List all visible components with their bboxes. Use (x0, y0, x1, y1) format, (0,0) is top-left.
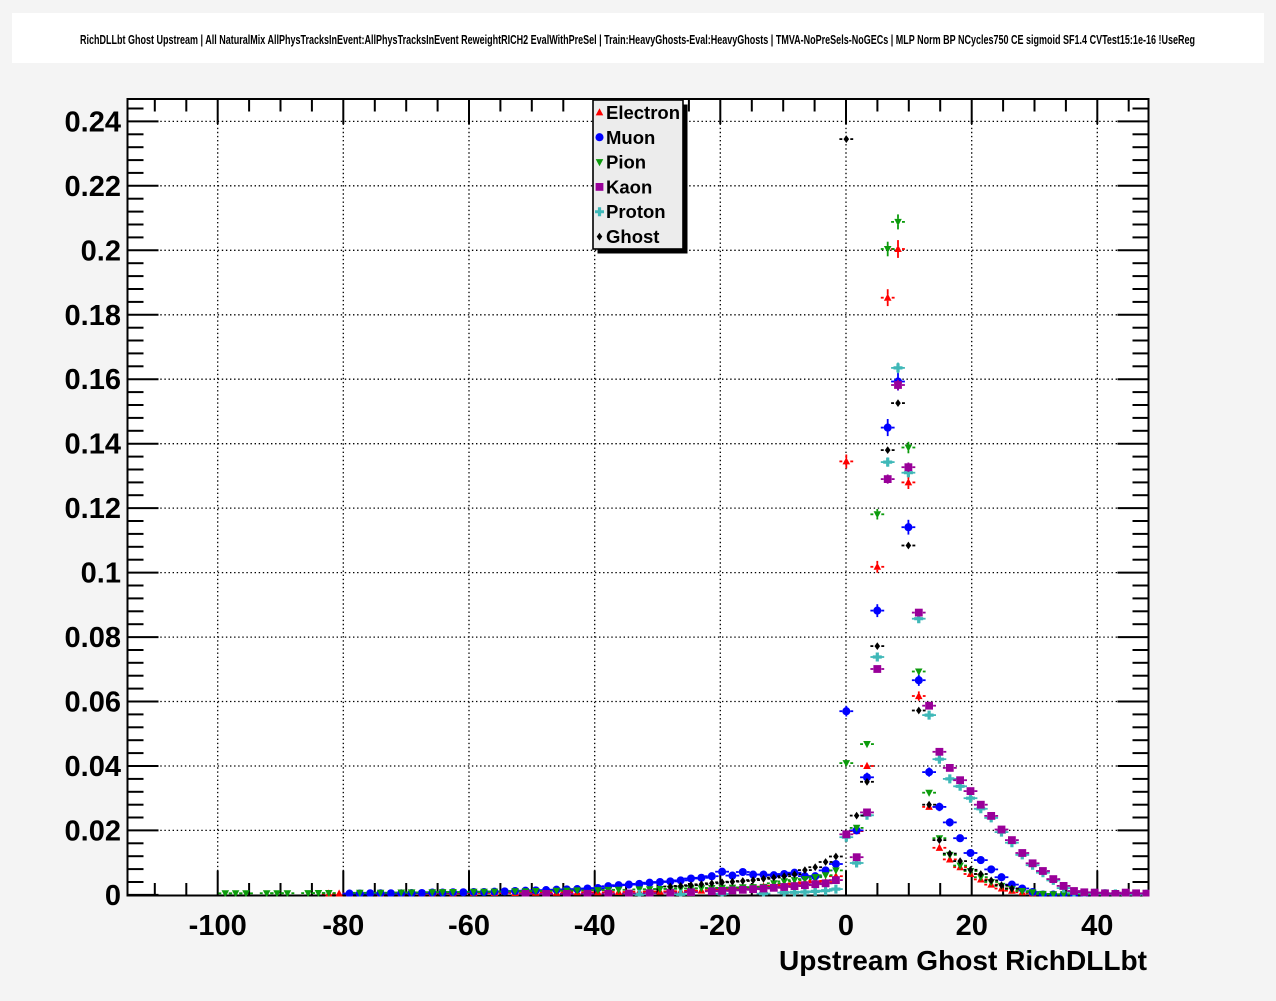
svg-text:RichDLLbt Ghost Upstream | All: RichDLLbt Ghost Upstream | All NaturalMi… (80, 33, 1195, 47)
svg-text:0.04: 0.04 (65, 751, 121, 783)
svg-text:Muon: Muon (606, 127, 655, 148)
svg-text:0.2: 0.2 (81, 235, 121, 267)
svg-text:0.18: 0.18 (65, 300, 121, 332)
svg-text:20: 20 (956, 910, 988, 942)
svg-text:Ghost: Ghost (606, 226, 659, 247)
svg-text:0.1: 0.1 (81, 558, 121, 590)
svg-text:Kaon: Kaon (606, 176, 652, 197)
svg-text:-80: -80 (322, 910, 364, 942)
svg-text:0.12: 0.12 (65, 493, 121, 525)
svg-text:-20: -20 (699, 910, 741, 942)
svg-text:0.24: 0.24 (65, 106, 121, 138)
svg-text:Upstream Ghost RichDLLbt: Upstream Ghost RichDLLbt (779, 945, 1147, 976)
svg-text:0.14: 0.14 (65, 429, 121, 461)
svg-text:0.02: 0.02 (65, 815, 121, 847)
svg-text:0.06: 0.06 (65, 687, 121, 719)
svg-text:0.08: 0.08 (65, 622, 121, 654)
svg-text:-40: -40 (574, 910, 616, 942)
svg-text:Pion: Pion (606, 152, 646, 173)
svg-text:Proton: Proton (606, 201, 666, 222)
svg-text:0: 0 (105, 880, 121, 912)
svg-text:Electron: Electron (606, 102, 680, 123)
svg-text:0: 0 (838, 910, 854, 942)
svg-text:-60: -60 (448, 910, 490, 942)
svg-text:-100: -100 (189, 910, 247, 942)
svg-text:0.16: 0.16 (65, 364, 121, 396)
svg-text:40: 40 (1081, 910, 1113, 942)
svg-text:0.22: 0.22 (65, 171, 121, 203)
